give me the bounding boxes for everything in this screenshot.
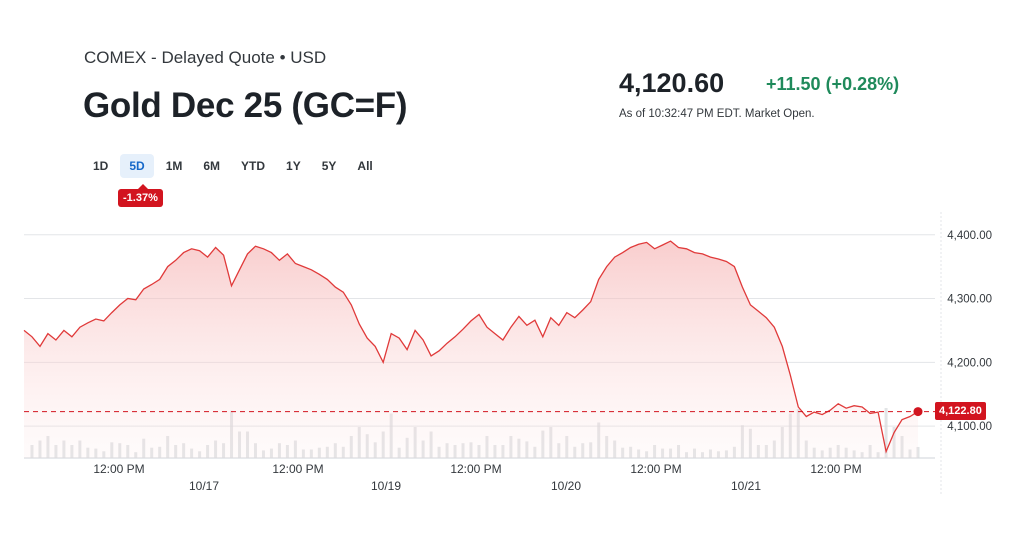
range-1d[interactable]: 1D <box>93 159 109 173</box>
volume-bar <box>884 408 888 458</box>
x-tick-date: 10/20 <box>551 479 581 493</box>
current-price: 4,120.60 <box>619 68 725 98</box>
price-line <box>23 240 919 454</box>
range-5y[interactable]: 5Y <box>321 159 337 173</box>
y-tick-label: 4,300.00 <box>947 294 992 306</box>
range-1y[interactable]: 1Y <box>286 159 301 173</box>
range-all[interactable]: All <box>357 159 373 173</box>
range-6m[interactable]: 6M <box>203 159 221 173</box>
y-tick-label: 4,400.00 <box>947 230 992 242</box>
range-ytd[interactable]: YTD <box>241 159 266 173</box>
x-tick-time: 12:00 PM <box>630 462 681 476</box>
last-price-marker <box>913 407 923 417</box>
x-tick-time: 12:00 PM <box>93 462 144 476</box>
range-1m[interactable]: 1M <box>165 159 183 173</box>
range-5d[interactable]: 5D <box>120 154 154 178</box>
x-tick-date: 10/17 <box>189 479 219 493</box>
x-tick-time: 12:00 PM <box>450 462 501 476</box>
y-tick-label: 4,200.00 <box>947 357 992 369</box>
range-selector: 1D 5D 1M 6M YTD 1Y 5Y All <box>84 154 385 178</box>
y-tick-label: 4,100.00 <box>947 421 992 433</box>
quote-subtitle: COMEX - Delayed Quote • USD <box>84 48 327 67</box>
performance-badge: -1.37% <box>118 184 163 207</box>
x-tick-date: 10/21 <box>731 479 761 493</box>
x-tick-time: 12:00 PM <box>272 462 323 476</box>
price-change: +11.50 (+0.28%) <box>766 74 900 94</box>
x-tick-time: 12:00 PM <box>810 462 861 476</box>
current-price-tag: 4,122.80 <box>935 401 986 420</box>
quote-timestamp: As of 10:32:47 PM EDT. Market Open. <box>619 108 815 120</box>
price-area <box>24 241 918 458</box>
x-tick-date: 10/19 <box>371 479 401 493</box>
page-title: Gold Dec 25 (GC=F) <box>83 86 408 125</box>
